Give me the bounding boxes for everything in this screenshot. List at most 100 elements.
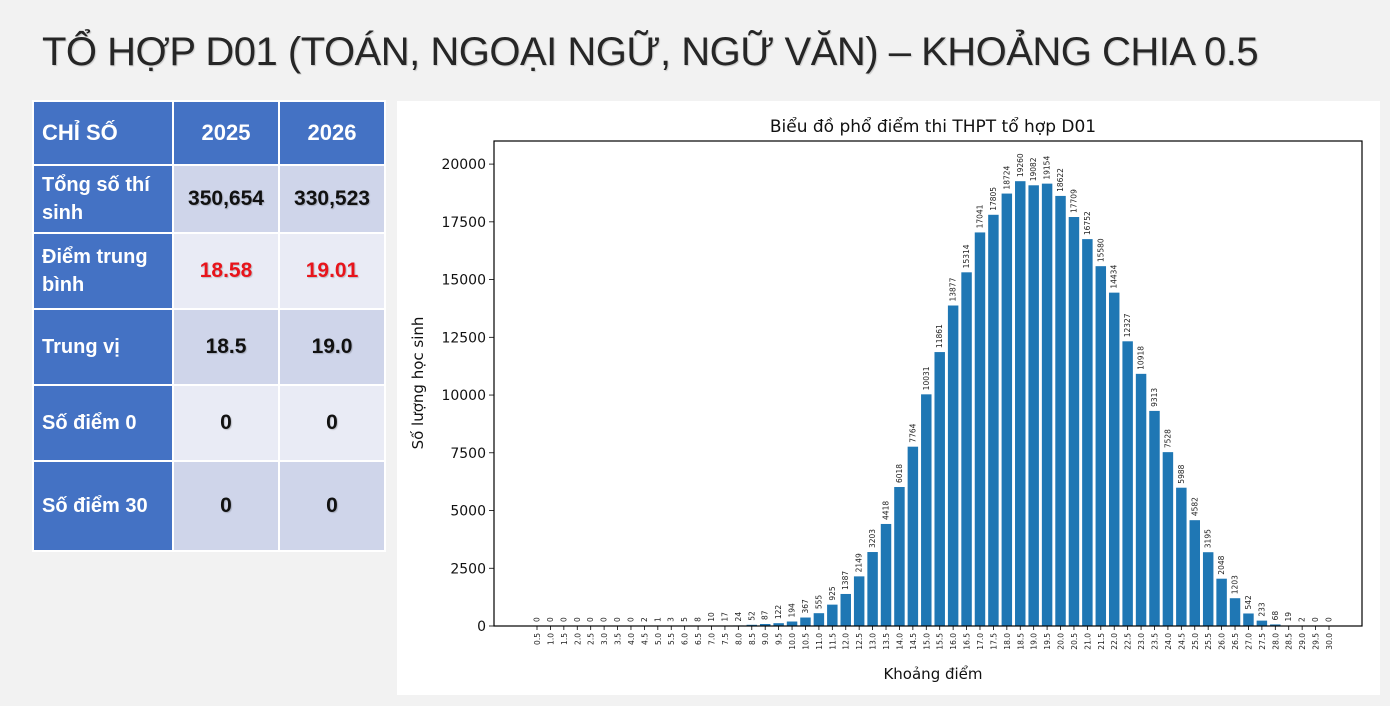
bar-value-label: 3 <box>667 617 676 622</box>
x-tick-label: 11.5 <box>828 633 837 650</box>
bar <box>894 487 905 626</box>
bar-value-label: 18622 <box>1056 168 1065 192</box>
zero-2026: 0 <box>278 384 386 462</box>
bar-value-label: 0 <box>1311 617 1320 622</box>
y-tick-label: 17500 <box>441 215 486 231</box>
bar <box>1270 624 1281 626</box>
bar-value-label: 2 <box>640 617 649 622</box>
x-tick-label: 0.5 <box>533 633 542 645</box>
bar <box>1082 239 1093 626</box>
bar <box>1229 598 1241 626</box>
x-tick-label: 15.0 <box>922 633 931 650</box>
x-tick-label: 6.0 <box>681 633 690 645</box>
x-tick-label: 28.0 <box>1271 633 1280 650</box>
chart-title: Biểu đồ phổ điểm thi THPT tổ hợp D01 <box>770 116 1096 137</box>
stats-table: CHỈ SỐ 2025 2026 Tổng số thí sinh 350,65… <box>32 100 386 552</box>
bar <box>947 305 959 626</box>
plot-frame <box>493 140 1363 627</box>
x-tick-label: 19.5 <box>1043 633 1052 650</box>
bar <box>1108 292 1120 626</box>
bar-value-label: 10 <box>707 612 716 622</box>
x-tick-label: 29.5 <box>1312 633 1321 650</box>
y-tick-label: 0 <box>477 619 486 635</box>
x-tick-label: 26.5 <box>1231 633 1240 650</box>
x-tick-label: 4.0 <box>627 633 636 645</box>
bar <box>1162 452 1174 626</box>
x-tick-label: 16.5 <box>963 633 972 650</box>
bar <box>840 593 851 626</box>
bar-value-label: 4582 <box>1190 497 1199 516</box>
bar-value-label: 11861 <box>935 324 944 348</box>
x-tick-label: 2.0 <box>573 633 582 645</box>
bar-value-label: 24 <box>734 612 743 622</box>
stats-row-median: Trung vị 18.5 19.0 <box>32 308 386 386</box>
x-tick-label: 21.0 <box>1083 633 1092 650</box>
bar-value-label: 7764 <box>908 423 917 442</box>
bar <box>1202 552 1214 626</box>
bar-value-label: 0 <box>626 617 635 622</box>
bar-value-label: 12327 <box>1123 313 1132 337</box>
bar-value-label: 15314 <box>962 244 971 268</box>
bar <box>961 272 972 626</box>
bar-value-label: 6018 <box>895 464 904 483</box>
bar-value-label: 0 <box>573 617 582 622</box>
bar-value-label: 68 <box>1271 611 1280 621</box>
x-tick-label: 15.5 <box>936 633 945 650</box>
bar-value-label: 17 <box>720 612 729 622</box>
row-label-median: Trung vị <box>32 308 174 386</box>
bar-value-label: 2 <box>1298 617 1307 622</box>
x-tick-label: 20.5 <box>1070 633 1079 650</box>
thirty-2026: 0 <box>278 460 386 552</box>
bar <box>786 621 798 626</box>
bar-value-label: 555 <box>814 595 823 610</box>
bar-value-label: 2149 <box>855 553 864 572</box>
bar <box>1243 613 1254 626</box>
y-tick-label: 20000 <box>441 157 486 173</box>
header-2025: 2025 <box>172 100 280 166</box>
bar-value-label: 3203 <box>868 529 877 548</box>
y-tick-label: 10000 <box>441 388 486 404</box>
x-tick-label: 1.0 <box>546 633 555 645</box>
stats-row-mean: Điểm trung bình 18.58 19.01 <box>32 232 386 310</box>
x-tick-label: 24.0 <box>1164 633 1173 650</box>
row-label-thirty: Số điểm 30 <box>32 460 174 552</box>
x-axis-label: Khoảng điểm <box>883 665 982 683</box>
bar <box>1135 373 1147 626</box>
y-tick-label: 15000 <box>441 273 486 289</box>
x-tick-label: 13.0 <box>869 633 878 650</box>
x-tick-label: 17.0 <box>976 633 985 650</box>
bar-value-label: 17805 <box>989 187 998 211</box>
x-tick-label: 25.5 <box>1204 633 1213 650</box>
histogram-chart: Biểu đồ phổ điểm thi THPT tổ hợp D01 Kho… <box>409 116 1363 683</box>
bar-value-label: 2048 <box>1217 555 1226 574</box>
bar <box>1041 183 1053 626</box>
x-tick-label: 12.5 <box>855 633 864 650</box>
bar-value-label: 13877 <box>949 277 958 301</box>
bar-value-label: 8 <box>694 617 703 622</box>
bar-value-label: 0 <box>600 617 609 622</box>
bar-value-label: 0 <box>613 617 622 622</box>
bar <box>1001 193 1013 626</box>
y-tick-label: 12500 <box>441 330 486 346</box>
thirty-2025: 0 <box>172 460 280 552</box>
x-tick-label: 8.0 <box>734 633 743 645</box>
mean-2025: 18.58 <box>172 232 280 310</box>
bar-value-label: 15580 <box>1096 238 1105 262</box>
row-label-mean: Điểm trung bình <box>32 232 174 310</box>
x-tick-label: 18.0 <box>1003 633 1012 650</box>
x-tick-label: 3.5 <box>614 633 623 645</box>
x-tick-label: 26.0 <box>1218 633 1227 650</box>
bar <box>746 624 758 626</box>
stats-header-row: CHỈ SỐ 2025 2026 <box>32 100 386 166</box>
bar-value-label: 0 <box>1325 617 1334 622</box>
bar-value-label: 1 <box>653 617 662 622</box>
x-tick-label: 10.0 <box>788 633 797 650</box>
bar <box>1122 341 1133 626</box>
x-tick-label: 5.0 <box>654 633 663 645</box>
bar-value-label: 0 <box>533 617 542 622</box>
bar-value-label: 0 <box>559 617 568 622</box>
bar-group: 0 0 0 0 0 0 0 0 2 1 3 5 8 10 17 24 52 87 122 194 367 55592513… <box>533 153 1334 626</box>
x-tick-label: 12.0 <box>842 633 851 650</box>
x-tick-label: 27.0 <box>1244 633 1253 650</box>
x-tick-label: 5.5 <box>667 633 676 645</box>
